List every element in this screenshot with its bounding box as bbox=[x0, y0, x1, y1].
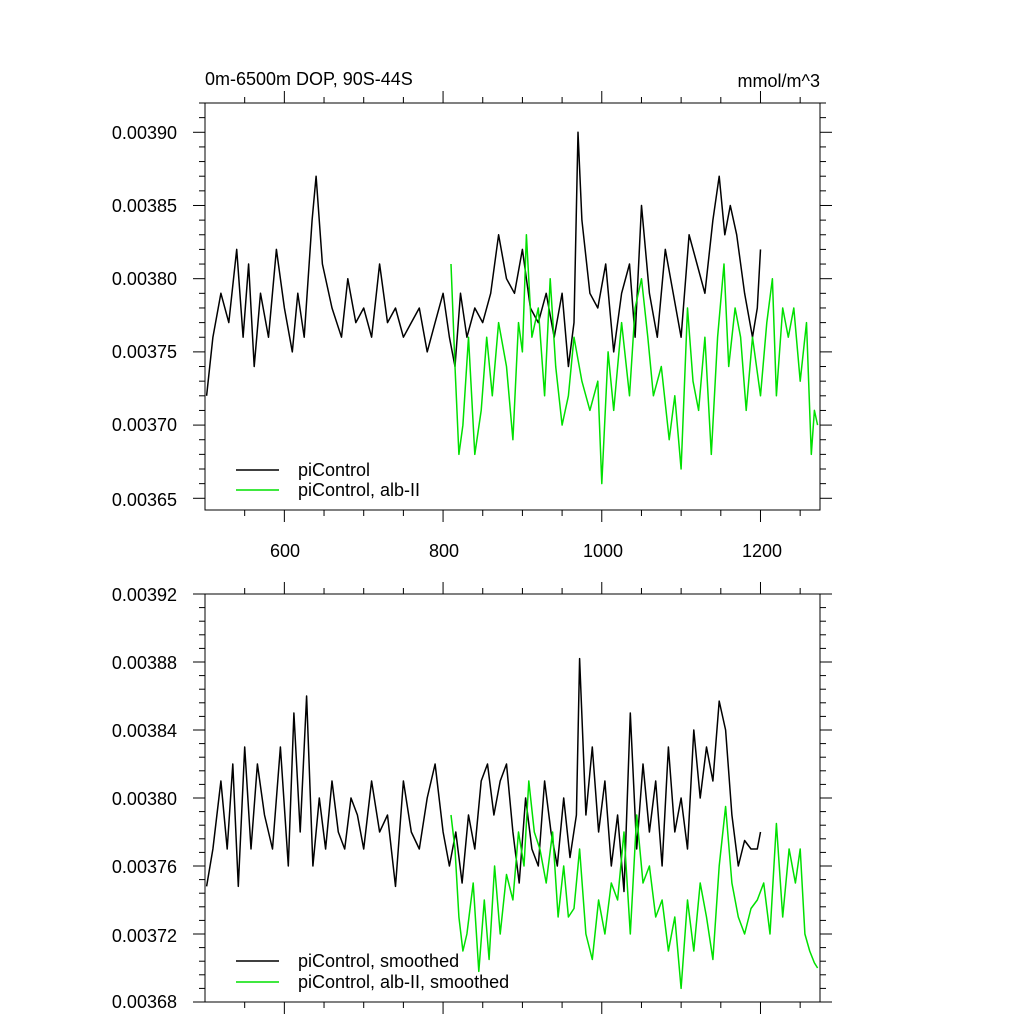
x-tick-label: 1000 bbox=[583, 541, 623, 561]
x-tick-label: 600 bbox=[270, 541, 300, 561]
x-tick-label: 800 bbox=[429, 541, 459, 561]
x-tick-labels-top: 600 800 1000 1200 bbox=[270, 541, 782, 561]
units-label: mmol/m^3 bbox=[738, 71, 820, 91]
tick-marks-bottom bbox=[193, 582, 832, 1014]
series-line-alb-ii bbox=[450, 780, 819, 990]
series-line-picontrol bbox=[205, 657, 762, 893]
y-tick-label: 0.00376 bbox=[112, 857, 177, 877]
legend-label-alb: piControl, alb-II bbox=[298, 480, 420, 500]
legend-top: piControl piControl, alb-II bbox=[236, 460, 420, 500]
y-tick-label: 0.00372 bbox=[112, 926, 177, 946]
series-line-alb-ii bbox=[450, 234, 819, 485]
y-tick-labels-top: 0.00365 0.00370 0.00375 0.00380 0.00385 … bbox=[112, 123, 177, 510]
legend-label-picontrol: piControl bbox=[298, 460, 370, 480]
series-lines-bottom bbox=[205, 657, 819, 990]
y-tick-label: 0.00368 bbox=[112, 992, 177, 1012]
y-tick-labels-bottom: 0.00368 0.00372 0.00376 0.00380 0.00384 … bbox=[112, 585, 177, 1012]
y-tick-label: 0.00392 bbox=[112, 585, 177, 605]
y-tick-label: 0.00375 bbox=[112, 342, 177, 362]
y-tick-label: 0.00385 bbox=[112, 196, 177, 216]
x-tick-label: 1200 bbox=[742, 541, 782, 561]
y-tick-label: 0.00384 bbox=[112, 721, 177, 741]
y-tick-label: 0.00365 bbox=[112, 490, 177, 510]
legend-bottom: piControl, smoothed piControl, alb-II, s… bbox=[236, 951, 509, 992]
panel-top: 0m-6500m DOP, 90S-44S mmol/m^3 0.00365 0… bbox=[112, 69, 832, 561]
plot-frame-bottom bbox=[204, 593, 821, 1003]
y-tick-label: 0.00388 bbox=[112, 653, 177, 673]
plot-frame-top bbox=[204, 102, 821, 511]
legend-label-alb-smoothed: piControl, alb-II, smoothed bbox=[298, 972, 509, 992]
series-line-picontrol bbox=[205, 131, 762, 396]
y-tick-label: 0.00370 bbox=[112, 415, 177, 435]
y-tick-label: 0.00380 bbox=[112, 789, 177, 809]
chart-title: 0m-6500m DOP, 90S-44S bbox=[205, 69, 413, 89]
series-lines-top bbox=[205, 131, 819, 485]
tick-marks-top bbox=[193, 91, 832, 522]
y-tick-label: 0.00390 bbox=[112, 123, 177, 143]
panel-bottom: 0.00368 0.00372 0.00376 0.00380 0.00384 … bbox=[112, 582, 832, 1014]
legend-label-picontrol-smoothed: piControl, smoothed bbox=[298, 951, 459, 971]
y-tick-label: 0.00380 bbox=[112, 269, 177, 289]
